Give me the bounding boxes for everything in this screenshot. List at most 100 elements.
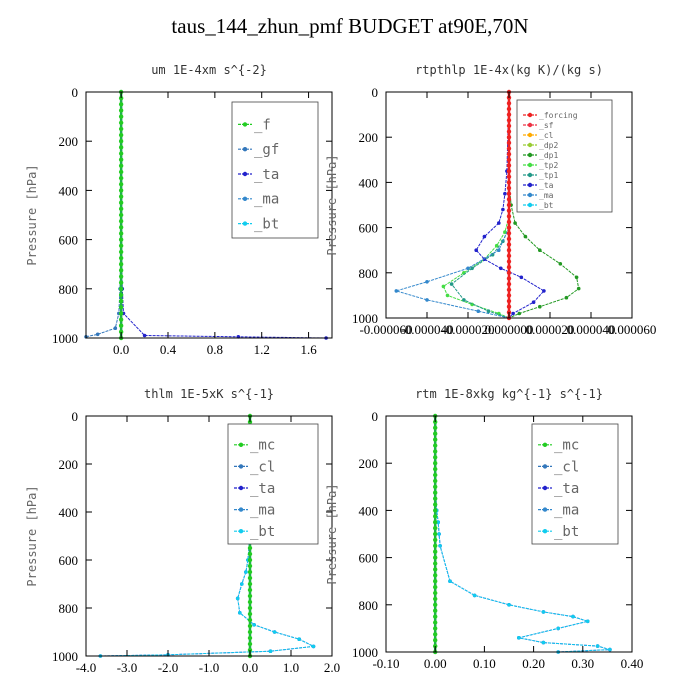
legend-label: _tp1 — [539, 171, 558, 180]
legend-label: _cl — [554, 459, 579, 475]
zero-marker — [118, 317, 124, 322]
zero-marker — [247, 587, 253, 593]
zero-marker — [433, 531, 438, 537]
series-point — [482, 234, 487, 239]
zero-marker — [433, 549, 438, 554]
zero-marker — [118, 249, 124, 255]
zero-marker — [118, 305, 124, 310]
zero-marker — [506, 208, 512, 213]
zero-marker — [247, 641, 253, 647]
legend-label: _cl — [539, 131, 554, 140]
y-tick-label: 400 — [359, 175, 379, 190]
zero-marker — [433, 614, 438, 619]
zero-marker — [433, 466, 438, 472]
legend-label: _ma — [554, 503, 579, 519]
legend-label: _ta — [554, 481, 579, 497]
zero-marker — [433, 608, 438, 613]
x-tick-label: -0.000060 — [359, 322, 412, 337]
plot-frame — [85, 91, 333, 339]
zero-marker — [506, 118, 512, 123]
y-axis-label: Pressure [hPa] — [25, 164, 39, 265]
zero-marker — [433, 449, 438, 454]
series-line-bt — [100, 416, 316, 657]
zero-marker — [433, 425, 438, 430]
legend-label: _ma — [539, 191, 554, 200]
legend-label: _mc — [250, 438, 275, 454]
zero-marker — [118, 151, 124, 156]
zero-marker — [118, 255, 124, 261]
legend-marker — [542, 507, 548, 512]
legend-marker — [527, 132, 533, 138]
y-tick-label: 400 — [359, 503, 379, 518]
x-tick-label: 0.000000 — [485, 322, 534, 337]
zero-line-markers — [433, 413, 438, 655]
zero-marker — [118, 132, 124, 138]
x-tick-label: -4.0 — [76, 660, 97, 675]
series-point — [474, 248, 479, 252]
zero-marker — [247, 623, 253, 629]
y-axis-label: Pressure [hPa] — [25, 485, 39, 586]
legend-marker — [527, 182, 533, 188]
legend-marker — [527, 162, 533, 168]
zero-marker — [247, 629, 253, 635]
y-axis-label: Pressure [hPa] — [325, 154, 339, 255]
y-tick-label: 600 — [59, 553, 79, 568]
zero-marker — [118, 206, 124, 212]
series-point — [497, 248, 501, 252]
legend-marker — [238, 442, 244, 447]
zero-marker — [506, 168, 512, 174]
zero-marker — [433, 484, 438, 489]
legend-marker — [238, 485, 244, 491]
zero-marker — [506, 219, 512, 225]
series-point — [519, 275, 524, 280]
legend-label: _tp2 — [539, 161, 558, 170]
series-point — [441, 284, 446, 289]
series-line-bt — [434, 416, 611, 653]
series-point — [297, 637, 302, 641]
zero-marker — [247, 605, 253, 611]
zero-marker — [506, 253, 512, 259]
zero-marker — [118, 292, 124, 298]
series-point — [538, 248, 542, 252]
legend-label: _forcing — [539, 111, 578, 120]
y-tick-label: 1000 — [52, 331, 78, 346]
zero-marker — [506, 101, 512, 106]
x-tick-label: 0.40 — [621, 656, 644, 671]
series-point — [436, 520, 441, 524]
series-point — [438, 544, 442, 548]
legend-label: _bt — [254, 217, 279, 233]
zero-marker — [506, 112, 512, 117]
zero-marker — [247, 545, 253, 551]
x-tick-label: 1.2 — [254, 342, 270, 357]
zero-marker — [118, 188, 124, 193]
zero-marker — [118, 323, 124, 328]
zero-marker — [506, 259, 512, 264]
zero-marker — [433, 561, 438, 566]
plot-4: rtm 1E-8xkg kg^{-1} s^{-1} Pressure [hPa]… — [325, 387, 643, 671]
zero-marker — [118, 231, 124, 236]
series-point — [564, 295, 569, 300]
zero-marker — [118, 311, 124, 316]
y-tick-label: 1000 — [52, 649, 78, 664]
y-tick-label: 200 — [59, 134, 79, 149]
zero-marker — [506, 202, 512, 208]
legend-marker — [242, 122, 248, 127]
zero-marker — [118, 280, 124, 285]
zero-marker — [506, 293, 512, 298]
series-point — [425, 280, 429, 284]
series-point — [235, 596, 240, 601]
zero-marker — [247, 599, 253, 605]
series-point — [268, 649, 273, 653]
x-tick-label: -0.000020 — [441, 322, 494, 337]
y-tick-label: 200 — [59, 457, 79, 472]
y-tick-label: 800 — [59, 601, 79, 616]
zero-marker — [506, 264, 512, 270]
legend-label: _cl — [250, 459, 275, 475]
series-point — [507, 603, 511, 607]
legend-marker — [527, 202, 533, 208]
zero-marker — [118, 268, 124, 273]
legend: _mc _cl _ta _ma _bt — [531, 423, 619, 545]
zero-marker — [506, 242, 512, 247]
zero-marker — [506, 151, 512, 157]
